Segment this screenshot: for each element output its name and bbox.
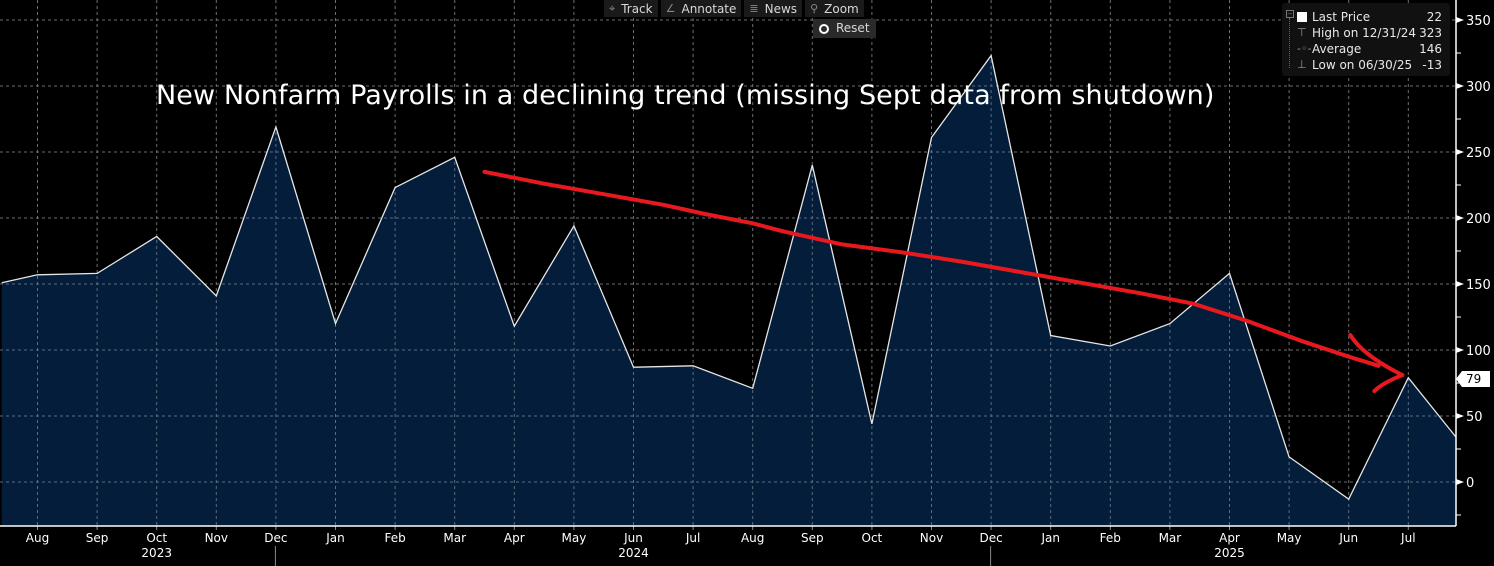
x-tick-label: Jan — [325, 531, 345, 545]
x-tick-label: Jun — [1338, 531, 1358, 545]
average-marker-icon: -◦- — [1297, 42, 1312, 55]
x-tick-label: Jul — [685, 531, 700, 545]
legend-row-average[interactable]: -◦- Average 146 — [1282, 41, 1442, 57]
x-tick-label: Nov — [920, 531, 943, 545]
chart-toolbar: ⌖ Track ∠ Annotate ≣ News ⚲ Zoom — [604, 0, 864, 17]
high-marker-icon: ⊤ — [1297, 26, 1307, 39]
low-marker-icon: ⊥ — [1297, 58, 1307, 71]
y-tick-label: 250 — [1466, 146, 1491, 161]
news-button[interactable]: ≣ News — [744, 0, 803, 17]
legend-row-high[interactable]: ⊤ High on 12/31/24 323 — [1282, 25, 1442, 41]
y-tick-marker — [1456, 347, 1464, 353]
y-tick-label: 150 — [1466, 278, 1491, 293]
x-tick-label: Jun — [623, 531, 643, 545]
legend-label: High on 12/31/24 — [1312, 26, 1417, 40]
x-tick-label: Mar — [443, 531, 466, 545]
series-swatch-icon — [1297, 12, 1307, 22]
x-tick-label: Dec — [264, 531, 287, 545]
y-tick-label: 50 — [1466, 410, 1483, 425]
y-tick-marker — [1456, 83, 1464, 89]
y-tick-label: 200 — [1466, 212, 1491, 227]
radio-icon — [819, 23, 829, 34]
x-tick-label: Oct — [146, 531, 167, 545]
y-tick-marker — [1456, 17, 1464, 23]
chart-title: New Nonfarm Payrolls in a declining tren… — [156, 80, 1215, 111]
legend-row-low[interactable]: ⊥ Low on 06/30/25 -13 — [1282, 57, 1442, 73]
legend-value: 146 — [1419, 42, 1442, 56]
trend-arrowhead — [1348, 333, 1405, 394]
x-tick-label: Apr — [504, 531, 525, 545]
legend-label: Last Price — [1312, 10, 1371, 24]
x-tick-label: Jan — [1040, 531, 1060, 545]
crosshair-icon: ⌖ — [609, 1, 616, 15]
y-tick-label: 300 — [1466, 80, 1491, 95]
x-tick-label: Feb — [1100, 531, 1121, 545]
pencil-icon: ∠ — [665, 1, 676, 15]
x-tick-label: May — [561, 531, 586, 545]
x-tick-label: Feb — [384, 531, 405, 545]
area-layer — [1, 54, 1457, 526]
legend-value: 323 — [1419, 26, 1442, 40]
trend-annotation — [482, 169, 1405, 394]
x-year-label: 2025 — [1214, 546, 1245, 560]
x-tick-label: Jul — [1400, 531, 1415, 545]
y-tick-marker — [1456, 479, 1464, 485]
last-value-tag: 79 — [1456, 371, 1490, 387]
annotate-button[interactable]: ∠ Annotate — [660, 0, 742, 17]
legend-value: 22 — [1426, 10, 1442, 24]
legend-row-last-price[interactable]: Last Price 22 — [1282, 9, 1442, 25]
x-tick-label: Nov — [205, 531, 228, 545]
x-tick-label: Apr — [1219, 531, 1240, 545]
zoom-label: Zoom — [824, 1, 859, 16]
y-tick-marker — [1456, 149, 1464, 155]
track-button[interactable]: ⌖ Track — [604, 0, 658, 17]
y-tick-marker — [1456, 215, 1464, 221]
y-tick-marker — [1456, 413, 1464, 419]
trend-line — [482, 169, 1381, 368]
y-tick-label: 350 — [1466, 14, 1491, 29]
y-tick-label: 100 — [1466, 344, 1491, 359]
series-line — [1, 54, 1457, 501]
legend-label: Low on 06/30/25 — [1312, 58, 1413, 72]
x-tick-label: Aug — [26, 531, 49, 545]
y-tick-label: 0 — [1466, 476, 1474, 491]
x-tick-label: Aug — [741, 531, 764, 545]
x-tick-label: Oct — [862, 531, 883, 545]
x-tick-label: Sep — [86, 531, 109, 545]
x-tick-label: Sep — [801, 531, 824, 545]
collapse-icon[interactable]: − — [1286, 10, 1294, 18]
reset-button[interactable]: Reset — [813, 19, 876, 38]
x-tick-label: Mar — [1159, 531, 1182, 545]
tree-connector — [1289, 18, 1296, 68]
area-fill — [1, 55, 1457, 526]
track-label: Track — [621, 1, 653, 16]
zoom-button[interactable]: ⚲ Zoom — [805, 0, 864, 17]
x-year-label: 2023 — [141, 546, 172, 560]
x-year-label: 2024 — [618, 546, 649, 560]
news-icon: ≣ — [749, 1, 759, 15]
x-tick-label: Dec — [979, 531, 1002, 545]
x-tick-label: May — [1277, 531, 1302, 545]
annotate-label: Annotate — [681, 1, 737, 16]
legend-panel: − Last Price 22 ⊤ High on 12/31/24 323 -… — [1282, 3, 1450, 76]
legend-label: Average — [1312, 42, 1362, 56]
legend-value: -13 — [1422, 58, 1442, 72]
magnifier-icon: ⚲ — [810, 1, 819, 15]
news-label: News — [764, 1, 798, 16]
reset-label: Reset — [836, 21, 870, 35]
y-tick-marker — [1456, 281, 1464, 287]
